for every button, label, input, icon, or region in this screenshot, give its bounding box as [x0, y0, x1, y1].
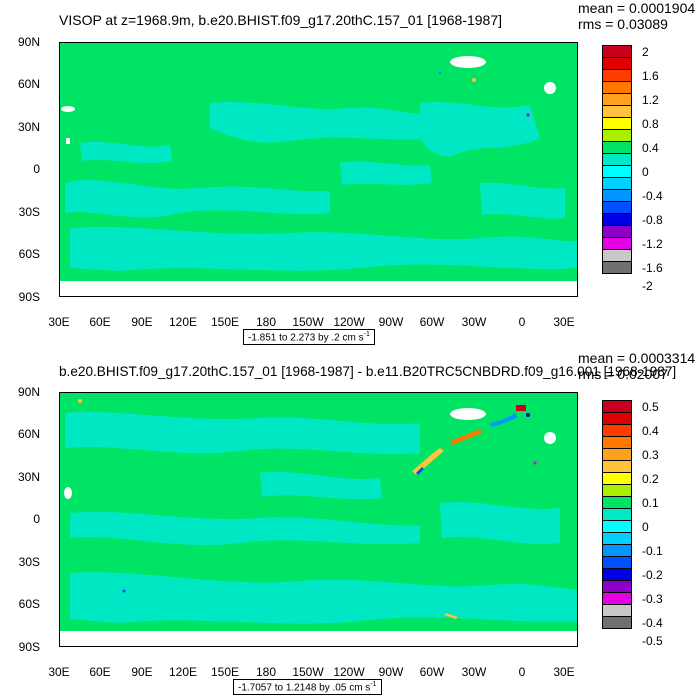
colorbar-label: 0.3 — [642, 448, 659, 462]
map-image — [60, 393, 577, 646]
colorbar-label: -0.4 — [642, 189, 663, 203]
x-label: 0 — [518, 665, 526, 679]
y-label-0: 0 — [33, 512, 40, 526]
rms-value: rms = 0.02007 — [578, 366, 668, 382]
contour-info-box: -1.7057 to 1.2148 by .05 cm s-1 — [233, 679, 382, 696]
x-label: 150W — [292, 315, 324, 329]
x-label: 150E — [210, 665, 240, 679]
x-label: 90W — [378, 315, 404, 329]
y-label-60s: 60S — [18, 597, 40, 611]
stats-block: mean = 0.0001904 rms = 0.03089 — [578, 0, 695, 32]
colorbar-label: -1.6 — [642, 261, 663, 275]
y-label-30n: 30N — [17, 120, 40, 134]
plot-title: VISOP at z=1968.9m, b.e20.BHIST.f09_g17.… — [59, 12, 503, 28]
plot-title: b.e20.BHIST.f09_g17.20thC.157_01 [1968-1… — [59, 364, 677, 379]
x-label: 180 — [255, 665, 277, 679]
colorbar-label: 0 — [642, 520, 649, 534]
greenland-shape — [450, 408, 486, 420]
x-label: 60W — [419, 315, 445, 329]
x-label: 30W — [461, 665, 487, 679]
colorbar-label: 1.6 — [642, 69, 659, 83]
y-label-0: 0 — [33, 162, 40, 176]
colorbar-label: 0.8 — [642, 117, 659, 131]
y-label-30s: 30S — [18, 205, 40, 219]
x-label: 30E — [553, 665, 575, 679]
x-label: 90E — [131, 665, 153, 679]
colorbar-label: 0.4 — [642, 424, 659, 438]
colorbar-label: 0.5 — [642, 400, 659, 414]
y-label-60n: 60N — [17, 427, 40, 441]
x-label: 120E — [168, 665, 198, 679]
x-label: 150W — [292, 665, 324, 679]
y-label-90s: 90S — [18, 290, 40, 304]
colorbar-label: 0.4 — [642, 141, 659, 155]
x-label: 90W — [378, 665, 404, 679]
x-label: 60E — [89, 665, 111, 679]
map-image — [60, 43, 577, 296]
colorbar-label: 0.2 — [642, 472, 659, 486]
colorbar-label: -2 — [642, 279, 653, 293]
colorbar-label: -0.2 — [642, 568, 663, 582]
mean-value: mean = 0.0001904 — [578, 0, 696, 16]
colorbar-label: -0.5 — [642, 634, 663, 648]
colorbar-label: -1.2 — [642, 237, 663, 251]
map-field — [59, 392, 578, 647]
colorbar-label: -0.4 — [642, 616, 663, 630]
y-label-60s: 60S — [18, 247, 40, 261]
x-label: 60W — [419, 665, 445, 679]
colorbar-label: 0 — [642, 165, 649, 179]
x-label: 90E — [131, 315, 153, 329]
mean-value: mean = 0.0003314 — [578, 350, 696, 366]
greenland-shape — [450, 56, 486, 68]
x-label: 120W — [333, 665, 365, 679]
x-label: 30E — [48, 665, 70, 679]
colorbar-swatch — [602, 261, 632, 274]
map-field — [59, 42, 578, 297]
y-label-90n: 90N — [17, 385, 40, 399]
contour-info-sup: -1 — [363, 331, 370, 338]
rms-value: rms = 0.03089 — [578, 16, 668, 32]
colorbar-label: -0.3 — [642, 592, 663, 606]
x-label: 150E — [210, 315, 240, 329]
contour-info-text: -1.851 to 2.273 by .2 cm s — [248, 332, 364, 344]
y-label-30n: 30N — [17, 470, 40, 484]
x-label: 120E — [168, 315, 198, 329]
colorbar-label: 2 — [642, 45, 649, 59]
panel-bottom: b.e20.BHIST.f09_g17.20thC.157_01 [1968-1… — [0, 350, 700, 700]
y-label-90s: 90S — [18, 640, 40, 654]
panel-top: VISOP at z=1968.9m, b.e20.BHIST.f09_g17.… — [17, 0, 695, 346]
y-label-30s: 30S — [18, 555, 40, 569]
y-label-60n: 60N — [17, 77, 40, 91]
colorbar-label: -0.8 — [642, 213, 663, 227]
x-label: 180 — [255, 315, 277, 329]
colorbar-swatch — [602, 616, 632, 629]
x-label: 60E — [89, 315, 111, 329]
contour-info-text: -1.7057 to 1.2148 by .05 cm s — [238, 682, 371, 694]
x-label: 30E — [48, 315, 70, 329]
stats-block: mean = 0.0003314 rms = 0.02007 — [578, 350, 695, 382]
x-label: 30W — [461, 315, 487, 329]
colorbar-label: 0.1 — [642, 496, 659, 510]
contour-info-box: -1.851 to 2.273 by .2 cm s-1 — [243, 329, 375, 346]
x-label: 0 — [518, 315, 526, 329]
colorbar-label: 1.2 — [642, 93, 659, 107]
contour-info-sup: -1 — [370, 681, 377, 688]
x-label: 120W — [333, 315, 365, 329]
y-label-90n: 90N — [17, 35, 40, 49]
x-label: 30E — [553, 315, 575, 329]
colorbar-label: -0.1 — [642, 544, 663, 558]
